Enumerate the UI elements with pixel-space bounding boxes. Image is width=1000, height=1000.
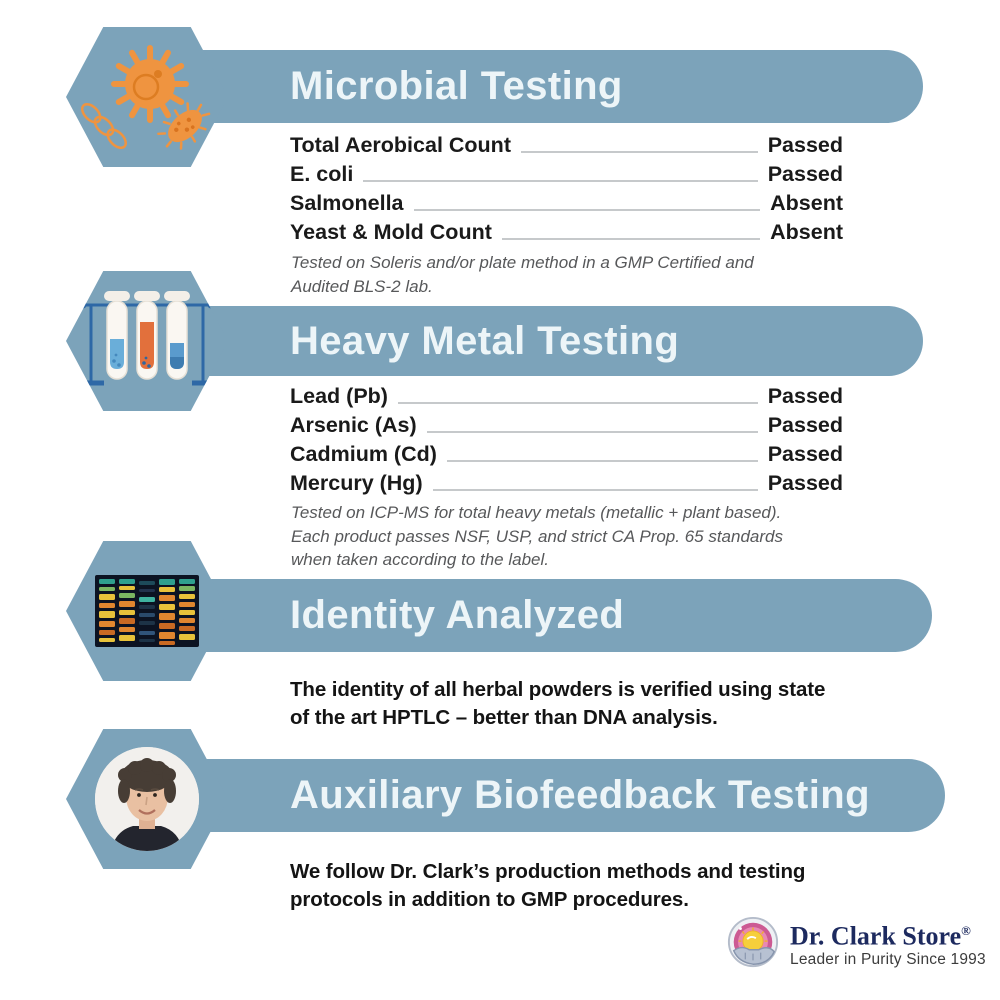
body-line: protocols in addition to GMP procedures. <box>290 887 689 911</box>
logo-text: Dr. Clark Store® Leader in Purity Since … <box>790 917 986 970</box>
leader-line <box>432 489 758 491</box>
test-result: Passed <box>767 471 843 495</box>
result-row: Salmonella Absent <box>290 188 843 217</box>
test-name: Cadmium (Cd) <box>290 442 437 466</box>
microbes-icon <box>80 45 211 150</box>
section-title: Heavy Metal Testing <box>290 318 680 363</box>
body-line: We follow Dr. Clark’s production methods… <box>290 860 806 883</box>
dr-clark-store-logo: Dr. Clark Store® Leader in Purity Since … <box>726 916 986 970</box>
test-result: Passed <box>767 162 843 186</box>
test-name: Total Aerobical Count <box>290 133 511 157</box>
leader-line <box>363 180 758 182</box>
test-name: Mercury (Hg) <box>290 471 423 495</box>
leader-line <box>446 460 758 462</box>
test-result: Passed <box>767 413 843 437</box>
microbial-note: Tested on Soleris and/or plate method in… <box>291 251 754 298</box>
test-result: Absent <box>770 191 843 215</box>
result-row: E. coli Passed <box>290 159 843 188</box>
logo-name-text: Dr. Clark Store <box>790 921 962 951</box>
result-row: Cadmium (Cd) Passed <box>290 439 843 468</box>
section-title: Microbial Testing <box>290 64 623 108</box>
test-name: Salmonella <box>290 191 404 215</box>
banner-heavy-metal-testing: Heavy Metal Testing <box>150 306 923 376</box>
dna-gel-icon <box>95 575 199 647</box>
test-result: Absent <box>770 220 843 244</box>
banner-auxiliary-biofeedback: Auxiliary Biofeedback Testing <box>150 759 945 832</box>
section-title: Auxiliary Biofeedback Testing <box>290 773 870 817</box>
heavy-metal-note: Tested on ICP-MS for total heavy metals … <box>291 501 783 572</box>
section-title: Identity Analyzed <box>290 593 625 637</box>
hex-badge-heavy-metal <box>66 271 228 411</box>
leader-line <box>501 238 761 240</box>
result-row: Arsenic (As) Passed <box>290 410 843 439</box>
result-row: Lead (Pb) Passed <box>290 381 843 410</box>
note-line: when taken according to the label. <box>291 550 550 569</box>
result-row: Total Aerobical Count Passed <box>290 130 843 159</box>
logo-tagline: Leader in Purity Since 1993 <box>790 951 986 969</box>
note-line: Tested on Soleris and/or plate method in… <box>291 253 754 272</box>
hex-badge-biofeedback <box>66 729 228 869</box>
heavy-metal-results-list: Lead (Pb) Passed Arsenic (As) Passed Cad… <box>290 381 843 497</box>
body-line: of the art HPTLC – better than DNA analy… <box>290 705 718 729</box>
leader-line <box>520 151 758 153</box>
note-line: Each product passes NSF, USP, and strict… <box>291 526 783 546</box>
registered-mark: ® <box>961 922 971 938</box>
result-row: Yeast & Mold Count Absent <box>290 217 843 246</box>
hands-holding-sun-icon <box>727 916 779 968</box>
leader-line <box>426 431 758 433</box>
test-name: E. coli <box>290 162 354 186</box>
banner-microbial-testing: Microbial Testing <box>150 50 923 123</box>
test-name: Lead (Pb) <box>290 384 388 408</box>
identity-description: The identity of all herbal powders is ve… <box>290 676 825 731</box>
test-result: Passed <box>767 384 843 408</box>
logo-name: Dr. Clark Store® <box>790 917 986 951</box>
biofeedback-description: We follow Dr. Clark’s production methods… <box>290 858 805 913</box>
note-line: Audited BLS-2 lab. <box>291 276 433 296</box>
hex-badge-microbial <box>66 27 228 167</box>
dr-clark-portrait <box>95 747 199 851</box>
test-result: Passed <box>767 133 843 157</box>
test-name: Arsenic (As) <box>290 413 417 437</box>
test-result: Passed <box>767 442 843 466</box>
leader-line <box>397 402 758 404</box>
body-line: The identity of all herbal powders is ve… <box>290 678 826 701</box>
hex-badge-identity <box>66 541 228 681</box>
test-tubes-icon <box>79 291 215 386</box>
note-line: Tested on ICP-MS for total heavy metals … <box>291 503 782 522</box>
test-name: Yeast & Mold Count <box>290 220 492 244</box>
result-row: Mercury (Hg) Passed <box>290 468 843 497</box>
leader-line <box>413 209 761 211</box>
microbial-results-list: Total Aerobical Count Passed E. coli Pas… <box>290 130 843 246</box>
banner-identity-analyzed: Identity Analyzed <box>150 579 932 652</box>
